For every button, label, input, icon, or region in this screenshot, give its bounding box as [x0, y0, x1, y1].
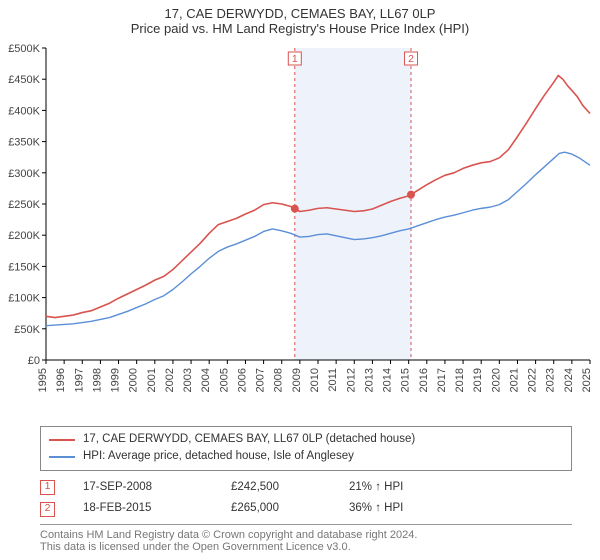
y-tick-label: £300K — [8, 168, 40, 180]
sale-row: 1 17-SEP-2008 £242,500 21% ↑ HPI — [40, 477, 572, 499]
legend: 17, CAE DERWYDD, CEMAES BAY, LL67 0LP (d… — [40, 426, 572, 471]
x-tick-label: 2017 — [436, 368, 448, 392]
x-tick-label: 2018 — [454, 368, 466, 392]
y-tick-label: £400K — [8, 105, 40, 117]
x-tick-label: 2025 — [581, 368, 593, 392]
x-tick-label: 1995 — [37, 368, 49, 392]
x-tick-label: 2010 — [309, 368, 321, 392]
sale-marker-label: 2 — [408, 53, 414, 65]
footer-year: 2024. — [390, 529, 418, 541]
y-tick-label: £500K — [8, 43, 40, 55]
x-tick-label: 2022 — [527, 368, 539, 392]
legend-row: 17, CAE DERWYDD, CEMAES BAY, LL67 0LP (d… — [49, 431, 563, 448]
sale-delta: 36% ↑ HPI — [349, 498, 469, 520]
x-tick-label: 2024 — [563, 368, 575, 392]
x-tick-label: 2002 — [164, 368, 176, 392]
legend-row: HPI: Average price, detached house, Isle… — [49, 448, 563, 465]
y-tick-label: £450K — [8, 74, 40, 86]
footer-line2: This data is licensed under the Open Gov… — [40, 541, 351, 553]
x-tick-label: 2015 — [400, 368, 412, 392]
y-tick-label: £50K — [14, 324, 40, 336]
x-tick-label: 2004 — [200, 368, 212, 392]
sale-marker: 2 — [40, 502, 55, 517]
sale-dot — [407, 191, 415, 199]
x-tick-label: 2001 — [146, 368, 158, 392]
y-tick-label: £150K — [8, 261, 40, 273]
sale-marker-label: 1 — [292, 53, 298, 65]
y-tick-label: £100K — [8, 293, 40, 305]
y-tick-label: £200K — [8, 230, 40, 242]
sale-delta: 21% ↑ HPI — [349, 477, 469, 499]
legend-swatch — [49, 439, 75, 441]
legend-text: 17, CAE DERWYDD, CEMAES BAY, LL67 0LP (d… — [83, 431, 415, 448]
sale-row: 2 18-FEB-2015 £265,000 36% ↑ HPI — [40, 498, 572, 520]
footer-line1-pre: Contains HM Land Registry data © Crown c… — [40, 529, 390, 541]
sales-table: 1 17-SEP-2008 £242,500 21% ↑ HPI 2 18-FEB-201… — [40, 477, 572, 521]
chart: £0 £50K £100K £150K £200K £250K £300K £350K £400… — [0, 40, 600, 420]
x-tick-label: 2019 — [472, 368, 484, 392]
chart-title-address: 17, CAE DERWYDD, CEMAES BAY, LL67 0LP — [0, 6, 600, 21]
x-tick-label: 2000 — [128, 368, 140, 392]
chart-title-subtitle: Price paid vs. HM Land Registry's House … — [0, 21, 600, 36]
x-tick-label: 2020 — [490, 368, 502, 392]
x-tick-label: 1998 — [91, 368, 103, 392]
x-tick-label: 2009 — [291, 368, 303, 392]
footer: Contains HM Land Registry data © Crown c… — [40, 529, 572, 553]
legend-swatch — [49, 456, 75, 458]
sale-date: 17-SEP-2008 — [83, 477, 203, 499]
y-tick-label: £350K — [8, 137, 40, 149]
x-tick-label: 2013 — [363, 368, 375, 392]
x-tick-label: 2005 — [218, 368, 230, 392]
x-tick-label: 1997 — [73, 368, 85, 392]
sale-price: £242,500 — [231, 477, 321, 499]
sale-dot — [291, 205, 299, 213]
x-tick-label: 2012 — [345, 368, 357, 392]
x-tick-label: 2011 — [327, 368, 339, 392]
x-tick-label: 1996 — [55, 368, 67, 392]
x-tick-label: 2016 — [418, 368, 430, 392]
x-tick-label: 2021 — [508, 368, 520, 392]
x-tick-label: 2023 — [545, 368, 557, 392]
shade-band — [295, 48, 411, 360]
chart-svg: £0 £50K £100K £150K £200K £250K £300K £350K £400… — [0, 40, 600, 420]
x-tick-label: 2014 — [382, 368, 394, 392]
x-tick-label: 2006 — [236, 368, 248, 392]
chart-header: 17, CAE DERWYDD, CEMAES BAY, LL67 0LP Pr… — [0, 0, 600, 40]
sale-marker: 1 — [40, 480, 55, 495]
x-tick-label: 2003 — [182, 368, 194, 392]
x-tick-label: 2008 — [273, 368, 285, 392]
legend-text: HPI: Average price, detached house, Isle… — [83, 448, 354, 465]
x-tick-label: 2007 — [255, 368, 267, 392]
footer-divider — [40, 524, 572, 525]
sale-date: 18-FEB-2015 — [83, 498, 203, 520]
sale-price: £265,000 — [231, 498, 321, 520]
y-tick-label: £0 — [28, 355, 40, 367]
x-tick-label: 1999 — [110, 368, 122, 392]
y-tick-label: £250K — [8, 199, 40, 211]
